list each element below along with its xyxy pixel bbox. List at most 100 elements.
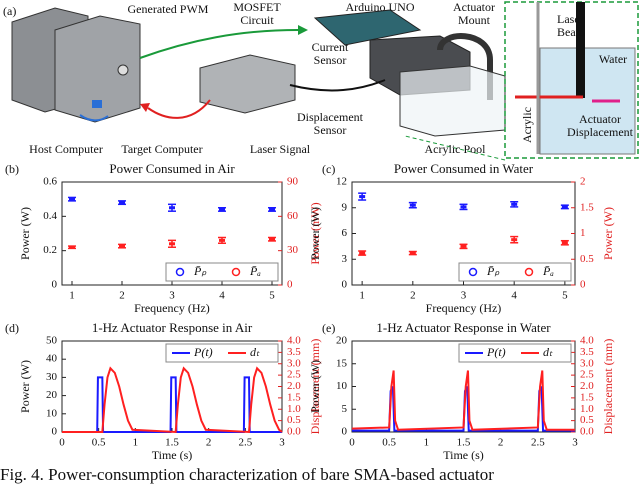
legend-box [458, 343, 572, 363]
label: Acrylic [520, 107, 534, 143]
y-tick-label: 40 [46, 353, 58, 365]
y-tick-label: 0 [342, 426, 348, 438]
y2-axis-label: Power (W) [601, 207, 615, 260]
x-tick-label: 2 [206, 437, 212, 449]
y2-axis-label: Power (mW) [308, 202, 322, 264]
plot-area [68, 196, 276, 250]
actuator-cable [437, 33, 493, 100]
point [460, 244, 467, 248]
y2-tick-label: 3.0 [287, 357, 301, 369]
point [359, 251, 366, 255]
legend-label: P(t) [486, 345, 506, 359]
chart-title: Power Consumed in Water [394, 161, 534, 176]
y2-tick-label: 30 [287, 244, 299, 256]
x-tick-label: 2.5 [238, 437, 252, 449]
line [62, 376, 282, 433]
label: Laser [557, 12, 584, 26]
point [561, 241, 568, 245]
label: Actuator [579, 112, 621, 126]
y2-axis-label: Displacement (mm) [601, 339, 615, 435]
x-tick-label: 1 [69, 290, 75, 302]
actuator-rod [576, 2, 585, 98]
legend-swatch [231, 267, 241, 277]
legend-label: dₜ [250, 345, 260, 359]
x-tick-label: 1 [359, 290, 365, 302]
panel-label: (d) [5, 321, 19, 335]
legend-box [165, 343, 279, 363]
y2-tick-label: 90 [287, 176, 299, 188]
point [561, 205, 568, 209]
legend-box [165, 262, 279, 282]
y2-tick-label: 1.0 [287, 403, 301, 415]
pwm-arrow [139, 29, 299, 59]
error-bar [408, 201, 417, 209]
point [169, 242, 175, 246]
x-tick-label: 0 [59, 437, 65, 449]
label: Actuator [453, 0, 495, 14]
y-tick-label: 30 [46, 371, 58, 383]
error-bar [268, 236, 276, 242]
label: Water [599, 52, 627, 66]
y-tick-label: 15 [336, 357, 348, 369]
y-axis-label: Power (W) [308, 360, 322, 413]
y-tick-label: 0.6 [43, 176, 57, 188]
panel-label: (e) [322, 321, 335, 335]
y2-tick-label: 2 [580, 176, 586, 188]
y2-tick-label: 0.5 [580, 253, 594, 265]
laser-arrowhead [140, 103, 150, 112]
y-tick-label: 10 [46, 407, 58, 419]
y-axis-label: Power (W) [18, 360, 32, 413]
error-bar [168, 203, 176, 212]
y-tick-label: 0 [342, 279, 348, 291]
chart-title: Power Consumed in Air [109, 161, 235, 176]
plot-area [351, 370, 575, 432]
y-tick-label: 20 [46, 389, 58, 401]
x-tick-label: 1.5 [165, 437, 179, 449]
y-tick-label: 0 [52, 279, 58, 291]
y2-tick-label: 0.5 [287, 414, 301, 426]
y2-tick-label: 2.0 [580, 380, 594, 392]
label: Beam [557, 25, 586, 39]
legend-swatch [175, 267, 185, 277]
y2-tick-label: 2.5 [287, 369, 301, 381]
line [351, 370, 575, 431]
error-bar [560, 204, 569, 210]
inset-frame [504, 1, 639, 159]
point [119, 244, 125, 248]
x-tick-label: 1 [133, 437, 139, 449]
legend: P(t) dₜ [458, 343, 572, 363]
legend-box [458, 262, 572, 282]
label: MOSFET [233, 0, 281, 14]
x-tick-label: 1.5 [457, 437, 471, 449]
x-tick-label: 0 [349, 437, 355, 449]
y2-tick-label: 0.0 [580, 426, 594, 438]
error-bar [459, 203, 468, 211]
y-axis-label: Power (W) [18, 207, 32, 260]
legend: P̄ₚ P̄ₐ [165, 262, 279, 282]
point [69, 197, 75, 201]
target-computer [54, 15, 141, 123]
arduino-board [313, 9, 422, 46]
y-tick-label: 0 [52, 426, 58, 438]
legend: P̄ₚ P̄ₐ [458, 262, 572, 282]
x-axis-label: Frequency (Hz) [426, 301, 502, 315]
laser-box [199, 54, 296, 114]
line [62, 366, 283, 434]
label: Sensor [314, 53, 347, 67]
panel-label: (c) [322, 162, 335, 176]
error-bar [560, 239, 569, 246]
y2-tick-label: 2.0 [287, 380, 301, 392]
point [169, 206, 175, 210]
point [359, 195, 366, 199]
x-tick-label: 3 [461, 290, 467, 302]
y2-tick-label: 1.5 [287, 391, 301, 403]
x-tick-label: 3 [279, 437, 285, 449]
y2-tick-label: 3.5 [580, 346, 594, 358]
x-tick-label: 0.5 [92, 437, 106, 449]
error-bar [168, 239, 176, 248]
y2-tick-label: 60 [287, 210, 299, 222]
label: Mount [458, 13, 491, 27]
y2-tick-label: 0 [287, 279, 293, 291]
legend-label: P(t) [193, 345, 213, 359]
x-axis-label: Frequency (Hz) [134, 301, 210, 315]
